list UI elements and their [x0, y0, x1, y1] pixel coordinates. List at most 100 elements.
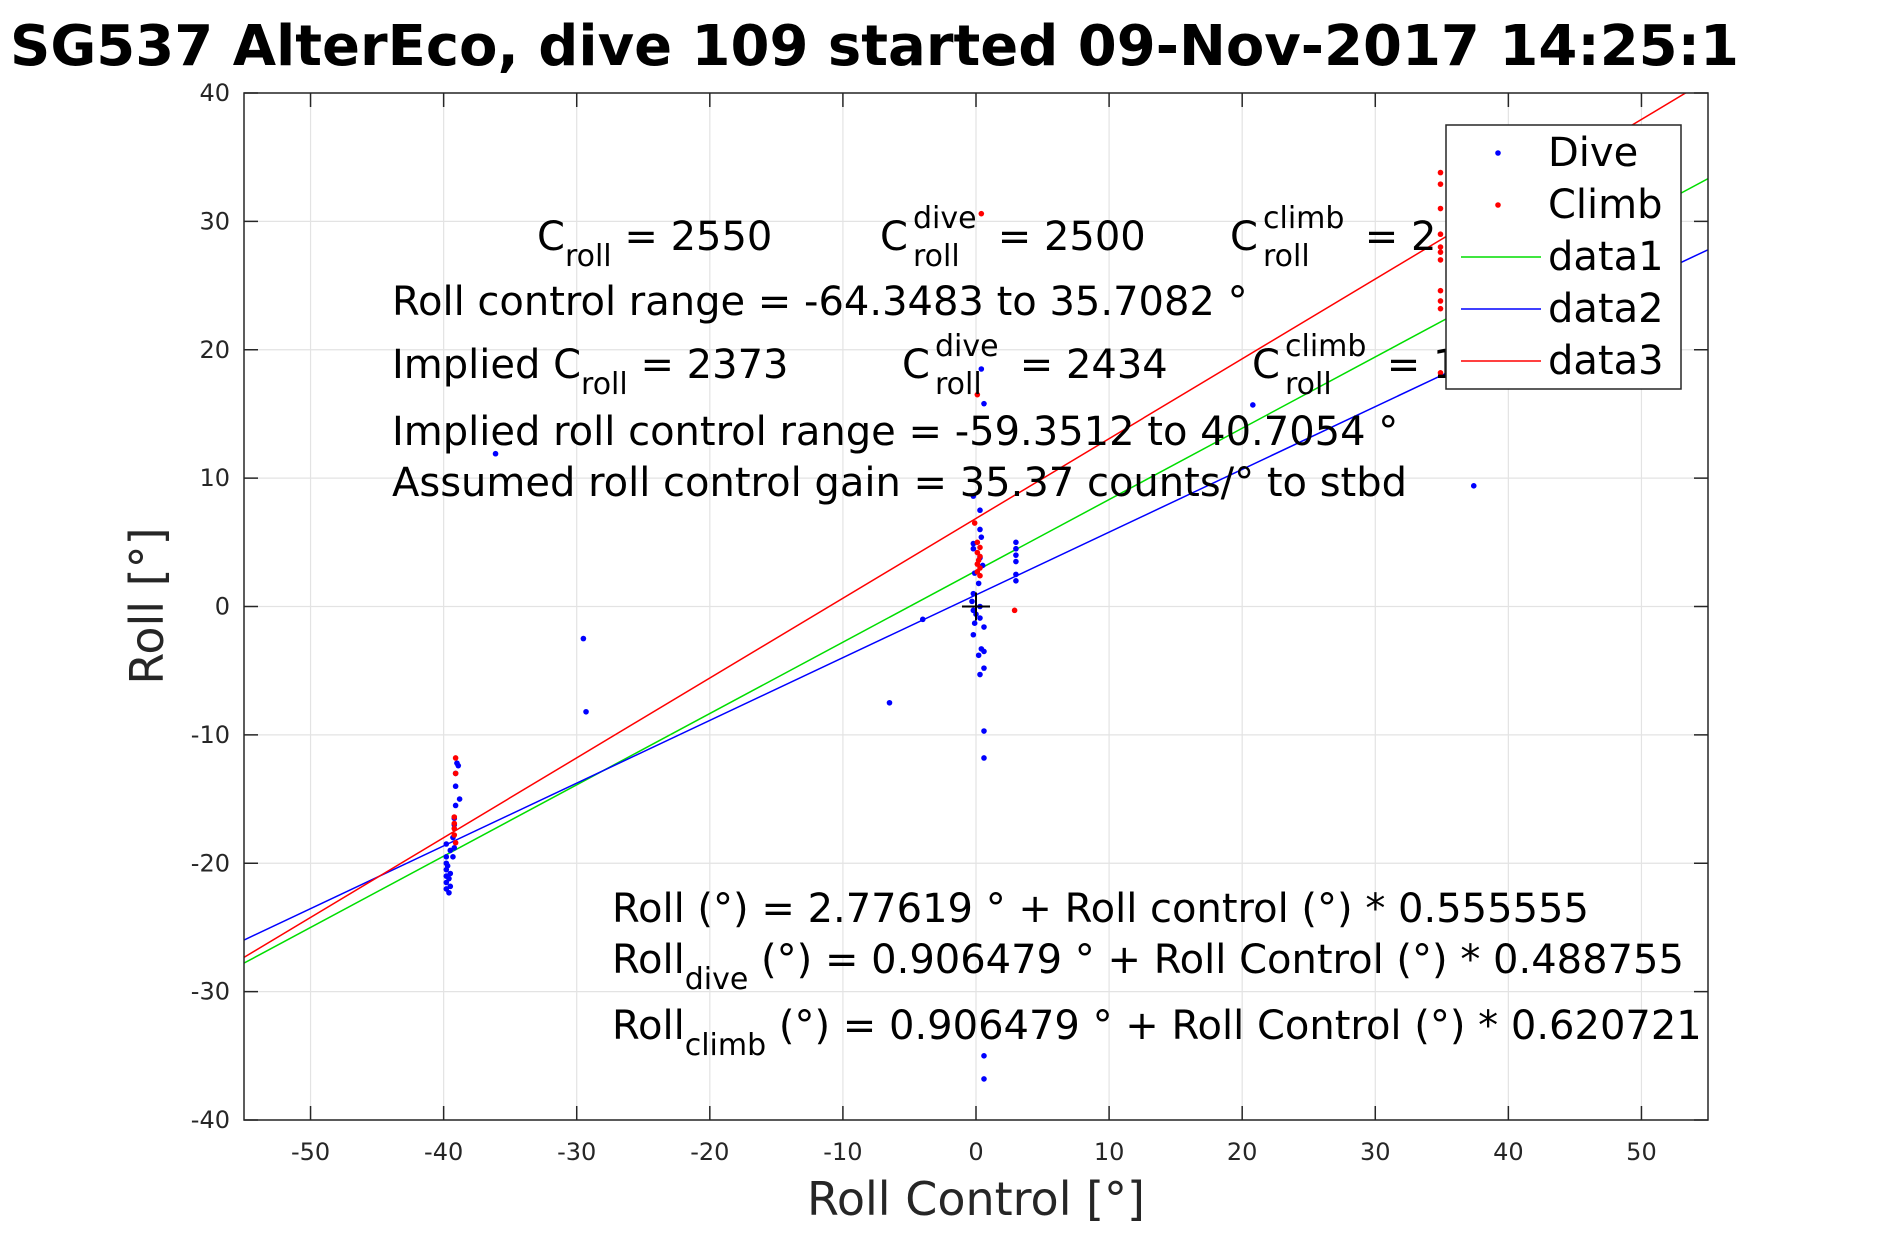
- axis-ticks: [244, 92, 1708, 1121]
- point-dive: [451, 845, 458, 851]
- point-climb: [1437, 181, 1444, 187]
- annotation-roll-control-range: Roll control range = -64.3483 to 35.7082…: [392, 279, 1248, 325]
- point-dive: [580, 635, 587, 642]
- x-tick-label: 40: [1493, 1138, 1524, 1166]
- x-axis-label: Roll Control [°]: [807, 1172, 1145, 1226]
- y-tick-label: 0: [215, 593, 230, 621]
- point-dive: [1250, 402, 1256, 408]
- point-dive: [977, 526, 983, 533]
- point-dive: [970, 631, 977, 638]
- point-dive: [970, 545, 977, 552]
- legend: Dive Climb data1 data2 data3: [1445, 124, 1682, 390]
- point-dive: [492, 450, 499, 457]
- point-dive: [447, 847, 454, 854]
- legend-label-data3: data3: [1548, 338, 1664, 384]
- point-dive: [919, 616, 926, 623]
- point-climb: [974, 539, 981, 546]
- y-tick-label: -40: [191, 1106, 230, 1134]
- point-dive: [969, 598, 975, 605]
- point-climb: [1437, 305, 1444, 312]
- x-tick-label: 30: [1360, 1138, 1391, 1166]
- x-tick-label: 20: [1227, 1138, 1258, 1166]
- annotation-implied-range: Implied roll control range = -59.3512 to…: [392, 409, 1398, 455]
- x-tick-label: 10: [1094, 1138, 1125, 1166]
- point-dive: [886, 699, 893, 706]
- point-climb: [451, 814, 458, 820]
- point-dive: [452, 783, 459, 790]
- y-tick-label: 30: [199, 207, 230, 235]
- point-dive: [455, 762, 462, 769]
- data-points: [443, 169, 1477, 1082]
- point-dive: [1470, 483, 1477, 489]
- annotation-gain: Assumed roll control gain = 35.37 counts…: [392, 460, 1407, 506]
- point-dive: [446, 889, 452, 896]
- point-dive: [981, 665, 987, 671]
- y-tick-label: 40: [199, 79, 230, 107]
- point-climb: [451, 832, 458, 838]
- annotation-fit: Roll (°) = 2.77619 ° + Roll control (°) …: [612, 886, 1589, 932]
- annotation-implied-c-roll: Implied Croll = 2373: [392, 342, 788, 402]
- legend-label-dive: Dive: [1548, 130, 1638, 176]
- point-dive: [1013, 539, 1019, 546]
- point-dive: [583, 708, 589, 715]
- chart-title: SG537 AlterEco, dive 109 started 09-Nov-…: [10, 14, 1739, 79]
- point-dive: [970, 590, 977, 597]
- point-dive: [444, 863, 451, 869]
- point-dive: [447, 883, 454, 890]
- point-climb: [1437, 169, 1444, 176]
- y-tick-label: -10: [191, 721, 230, 749]
- x-tick-labels: -50 -40 -30 -20 -10 0 10 20 30 40 50: [291, 1138, 1657, 1166]
- x-tick-label: 0: [968, 1138, 983, 1166]
- point-dive: [970, 493, 977, 499]
- x-tick-label: -30: [557, 1138, 596, 1166]
- point-climb: [452, 770, 459, 777]
- legend-label-climb: Climb: [1548, 182, 1663, 228]
- x-tick-label: -10: [823, 1138, 862, 1166]
- legend-marker-dive: [1495, 150, 1501, 156]
- x-tick-label: -50: [291, 1138, 330, 1166]
- point-climb: [1437, 244, 1444, 250]
- x-tick-label: -20: [690, 1138, 729, 1166]
- y-tick-label: -30: [191, 978, 230, 1006]
- point-climb: [1437, 287, 1444, 294]
- legend-marker-climb: [1495, 202, 1501, 208]
- y-tick-label: -20: [191, 849, 230, 877]
- x-tick-label: 50: [1626, 1138, 1657, 1166]
- point-dive: [447, 870, 454, 877]
- point-dive: [446, 875, 452, 882]
- point-dive: [978, 366, 985, 372]
- point-dive: [1013, 571, 1019, 578]
- point-dive: [452, 802, 459, 809]
- point-dive: [981, 1076, 987, 1082]
- point-dive: [1013, 552, 1019, 558]
- point-dive: [981, 400, 987, 407]
- point-climb: [1437, 231, 1444, 238]
- point-climb: [1437, 249, 1444, 255]
- legend-label-data1: data1: [1548, 234, 1664, 280]
- point-climb: [1437, 370, 1444, 376]
- point-climb: [451, 820, 458, 827]
- point-dive: [975, 580, 982, 587]
- y-axis-label: Roll [°]: [120, 527, 174, 684]
- point-dive: [977, 507, 983, 514]
- point-climb: [977, 572, 983, 579]
- annotation-c-roll: Croll = 2550: [537, 214, 772, 274]
- legend-label-data2: data2: [1548, 286, 1664, 332]
- point-climb: [452, 755, 459, 761]
- annotation-fit-dive: Rolldive (°) = 0.906479 ° + Roll Control…: [612, 937, 1684, 997]
- point-dive: [977, 615, 983, 621]
- point-climb: [1437, 298, 1444, 304]
- point-climb: [451, 825, 458, 832]
- annotation-fit-climb: Rollclimb (°) = 0.906479 ° + Roll Contro…: [612, 1003, 1702, 1063]
- point-climb: [974, 391, 981, 398]
- point-climb: [978, 210, 985, 217]
- origin-marker: [962, 592, 990, 621]
- point-climb: [971, 520, 978, 526]
- point-dive: [981, 1053, 987, 1059]
- point-dive: [971, 620, 978, 626]
